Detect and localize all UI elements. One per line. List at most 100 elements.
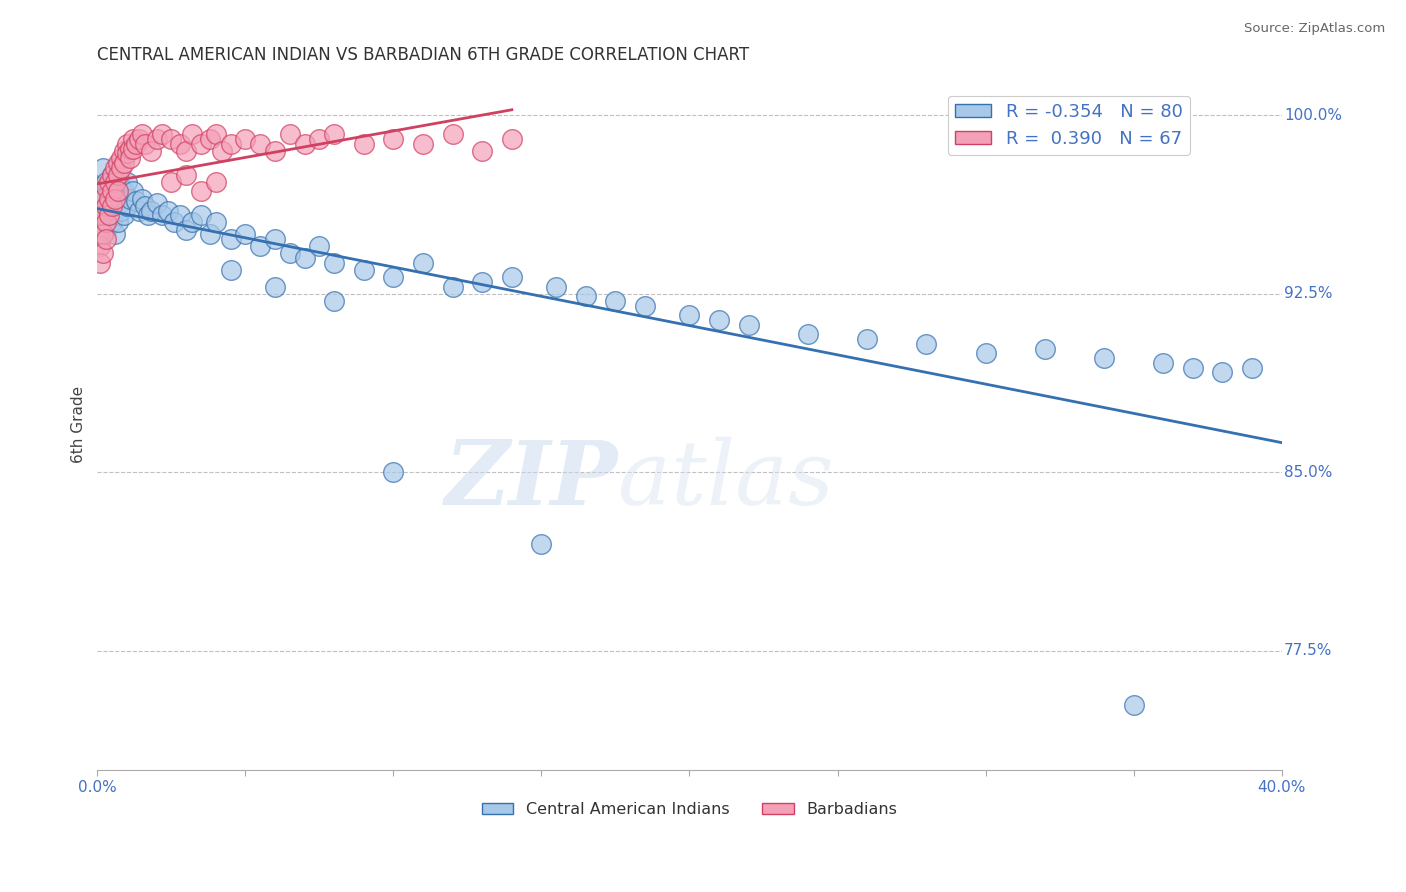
Point — [219, 232, 242, 246]
Point — [89, 222, 111, 236]
Text: ZIP: ZIP — [446, 436, 619, 523]
Point — [110, 161, 132, 175]
Point — [125, 194, 148, 208]
Point — [122, 142, 145, 156]
Point — [1033, 342, 1056, 356]
Point — [1240, 360, 1263, 375]
Point — [1152, 356, 1174, 370]
Point — [235, 132, 257, 146]
Point — [104, 203, 127, 218]
Point — [198, 227, 221, 242]
Point — [89, 227, 111, 242]
Point — [101, 168, 124, 182]
Point — [115, 199, 138, 213]
Point — [530, 536, 553, 550]
Point — [131, 192, 153, 206]
Point — [382, 465, 405, 479]
Point — [169, 208, 191, 222]
Point — [122, 185, 145, 199]
Point — [294, 136, 316, 151]
Point — [163, 215, 186, 229]
Point — [89, 203, 111, 218]
Point — [382, 132, 405, 146]
Point — [104, 175, 127, 189]
Point — [160, 132, 183, 146]
Point — [96, 215, 118, 229]
Point — [110, 203, 132, 218]
Point — [115, 175, 138, 189]
Point — [235, 227, 257, 242]
Point — [89, 179, 111, 194]
Point — [249, 239, 271, 253]
Point — [323, 293, 346, 308]
Point — [974, 346, 997, 360]
Point — [471, 144, 494, 158]
Point — [101, 199, 124, 213]
Point — [98, 175, 121, 189]
Point — [98, 192, 121, 206]
Point — [125, 136, 148, 151]
Point — [118, 192, 141, 206]
Point — [575, 289, 598, 303]
Point — [139, 203, 162, 218]
Point — [278, 128, 301, 142]
Point — [107, 192, 129, 206]
Point — [122, 132, 145, 146]
Point — [353, 263, 375, 277]
Point — [856, 332, 879, 346]
Point — [174, 144, 197, 158]
Point — [1211, 365, 1233, 379]
Point — [605, 293, 627, 308]
Point — [198, 132, 221, 146]
Point — [112, 208, 135, 222]
Point — [634, 299, 657, 313]
Point — [96, 232, 118, 246]
Point — [96, 199, 118, 213]
Point — [181, 215, 204, 229]
Point — [546, 279, 568, 293]
Point — [797, 327, 820, 342]
Point — [169, 136, 191, 151]
Point — [91, 161, 114, 175]
Point — [89, 239, 111, 253]
Legend: Central American Indians, Barbadians: Central American Indians, Barbadians — [475, 796, 904, 824]
Point — [101, 215, 124, 229]
Point — [412, 136, 434, 151]
Point — [98, 208, 121, 222]
Point — [89, 256, 111, 270]
Point — [118, 142, 141, 156]
Point — [96, 179, 118, 194]
Point — [190, 185, 212, 199]
Point — [1122, 698, 1144, 713]
Point — [96, 199, 118, 213]
Point — [107, 215, 129, 229]
Point — [678, 308, 700, 322]
Point — [96, 175, 118, 189]
Point — [174, 222, 197, 236]
Point — [264, 232, 287, 246]
Point — [737, 318, 759, 332]
Point — [91, 192, 114, 206]
Point — [145, 132, 167, 146]
Point — [211, 144, 233, 158]
Point — [707, 313, 730, 327]
Point — [107, 168, 129, 182]
Point — [249, 136, 271, 151]
Point — [128, 203, 150, 218]
Text: 77.5%: 77.5% — [1284, 643, 1333, 658]
Point — [174, 168, 197, 182]
Point — [181, 128, 204, 142]
Point — [91, 246, 114, 260]
Point — [353, 136, 375, 151]
Y-axis label: 6th Grade: 6th Grade — [72, 386, 86, 463]
Text: 100.0%: 100.0% — [1284, 108, 1341, 123]
Point — [501, 270, 523, 285]
Point — [101, 192, 124, 206]
Text: atlas: atlas — [619, 436, 834, 524]
Point — [264, 279, 287, 293]
Point — [91, 192, 114, 206]
Point — [190, 136, 212, 151]
Point — [412, 256, 434, 270]
Point — [323, 256, 346, 270]
Point — [104, 179, 127, 194]
